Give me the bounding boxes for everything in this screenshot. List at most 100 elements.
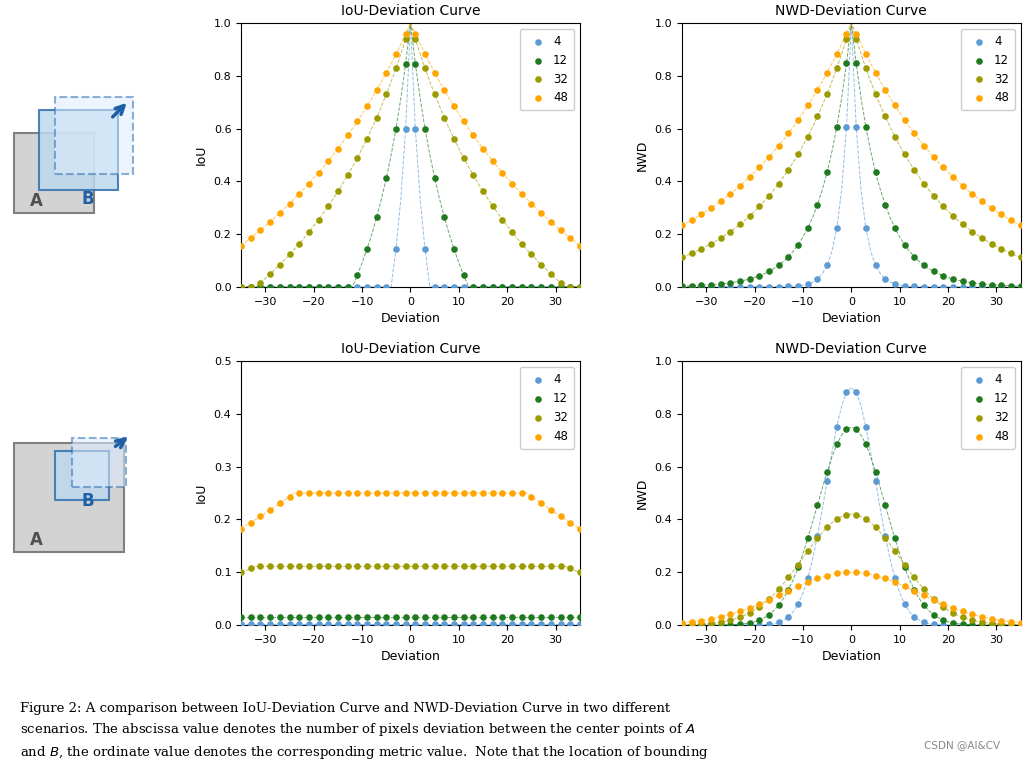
4	[722, 619, 738, 631]
12	[339, 610, 356, 623]
4	[436, 281, 453, 293]
32	[887, 130, 903, 142]
48	[984, 613, 1000, 625]
48	[858, 568, 874, 580]
48	[533, 207, 550, 219]
12	[926, 265, 942, 278]
48	[281, 490, 298, 503]
4	[388, 243, 404, 256]
4	[993, 619, 1009, 631]
4	[368, 618, 385, 630]
4	[935, 281, 952, 293]
48	[770, 139, 787, 151]
48	[955, 180, 971, 192]
48	[964, 608, 980, 620]
4	[253, 281, 269, 293]
48	[253, 510, 269, 522]
12	[233, 610, 250, 623]
12	[330, 610, 346, 623]
12	[761, 609, 777, 621]
12	[732, 618, 749, 630]
48	[456, 487, 472, 500]
48	[838, 28, 855, 40]
12	[790, 562, 806, 574]
12	[673, 619, 690, 631]
32	[301, 226, 318, 238]
48	[722, 187, 738, 200]
32	[350, 152, 366, 164]
32	[301, 560, 318, 572]
4	[809, 273, 826, 285]
48	[722, 608, 738, 620]
48	[761, 151, 777, 163]
4	[562, 281, 578, 293]
4	[877, 530, 894, 542]
32	[359, 132, 375, 145]
48	[964, 187, 980, 200]
12	[310, 281, 327, 293]
32	[1012, 619, 1029, 631]
48	[378, 67, 395, 79]
32	[1003, 618, 1020, 630]
12	[397, 610, 413, 623]
4	[553, 618, 569, 630]
4	[533, 281, 550, 293]
12	[887, 222, 903, 234]
4	[973, 619, 990, 631]
48	[233, 522, 250, 535]
48	[388, 487, 404, 500]
12	[712, 278, 729, 290]
X-axis label: Deviation: Deviation	[822, 312, 882, 325]
48	[417, 487, 433, 500]
X-axis label: Deviation: Deviation	[822, 650, 882, 663]
Bar	[14, 133, 94, 213]
32	[973, 232, 990, 244]
32	[271, 560, 288, 572]
48	[436, 84, 453, 96]
4	[1012, 619, 1029, 631]
32	[320, 560, 336, 572]
48	[673, 617, 690, 629]
4	[780, 281, 797, 293]
12	[819, 166, 835, 178]
12	[752, 269, 768, 282]
12	[513, 610, 530, 623]
48	[752, 161, 768, 174]
32	[242, 562, 259, 575]
32	[436, 560, 453, 572]
12	[703, 278, 720, 291]
4	[896, 280, 912, 292]
48	[533, 497, 550, 509]
4	[780, 611, 797, 623]
32	[533, 560, 550, 572]
48	[944, 171, 961, 183]
12	[1003, 280, 1020, 292]
32	[310, 213, 327, 226]
Text: A: A	[30, 193, 42, 210]
48	[935, 161, 952, 174]
4	[732, 619, 749, 631]
12	[253, 610, 269, 623]
48	[887, 576, 903, 588]
12	[359, 243, 375, 256]
48	[790, 114, 806, 126]
48	[368, 487, 385, 500]
4	[712, 281, 729, 293]
32	[732, 218, 749, 230]
48	[799, 576, 816, 588]
4	[436, 618, 453, 630]
48	[368, 84, 385, 96]
4	[809, 530, 826, 542]
12	[320, 610, 336, 623]
12	[542, 610, 559, 623]
12	[944, 273, 961, 285]
12	[533, 610, 550, 623]
4	[838, 386, 855, 399]
12	[271, 610, 288, 623]
4	[790, 597, 806, 610]
48	[562, 516, 578, 529]
12	[397, 57, 413, 70]
4	[291, 618, 307, 630]
4	[494, 618, 510, 630]
48	[310, 167, 327, 179]
